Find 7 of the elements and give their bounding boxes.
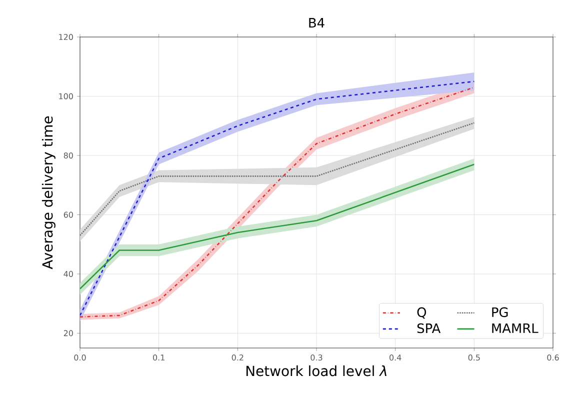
- y-axis-title: Average delivery time: [42, 116, 56, 270]
- legend-label: Q: [417, 307, 426, 319]
- chart-title: B4: [309, 18, 324, 28]
- legend-label: PG: [492, 307, 508, 318]
- legend-label: SPA: [417, 323, 441, 334]
- legend-label: MAMRL: [492, 323, 538, 333]
- x-axis-title: Network load level λ: [246, 365, 386, 376]
